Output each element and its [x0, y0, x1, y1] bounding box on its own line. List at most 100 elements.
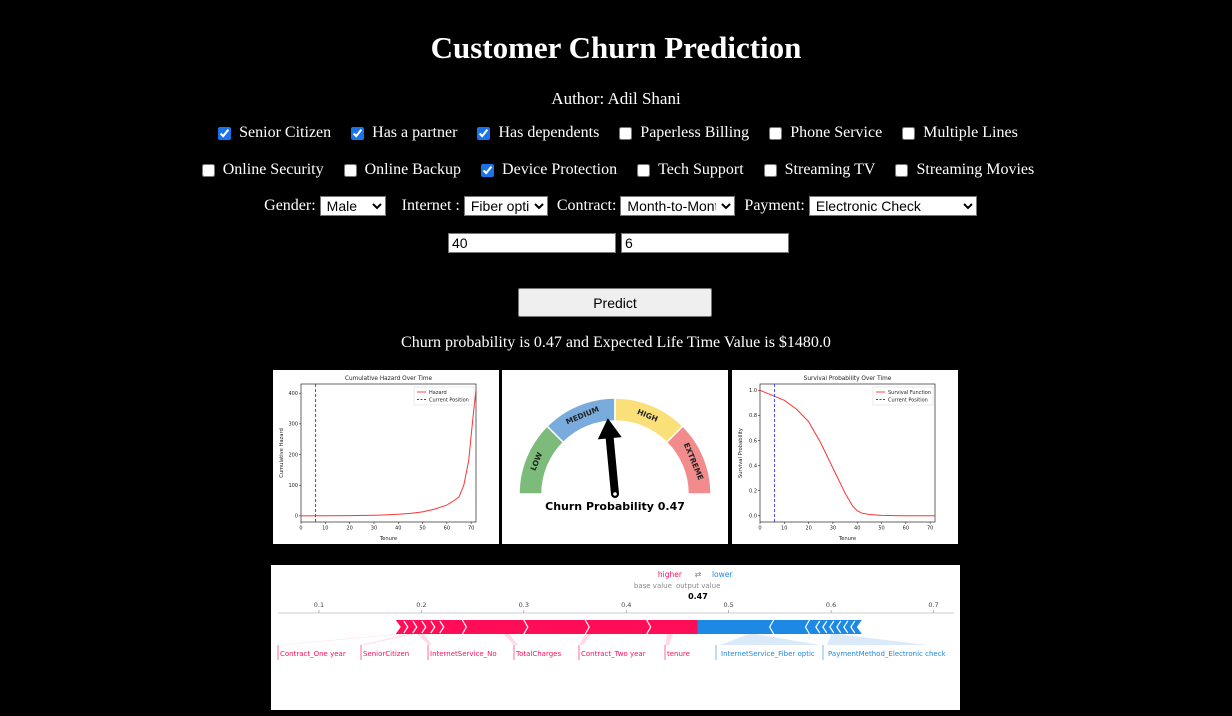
positive-feature-connector	[665, 634, 674, 645]
row2-checkbox-0[interactable]	[201, 163, 215, 177]
row1-option-1[interactable]: Has a partner	[347, 124, 457, 142]
legend-entry: Survival Function	[888, 390, 931, 396]
row1-checkbox-3[interactable]	[619, 126, 633, 140]
row1-checkbox-4[interactable]	[769, 126, 783, 140]
force-chevron	[430, 620, 436, 634]
row1-option-3[interactable]: Paperless Billing	[615, 124, 749, 142]
row2-checkbox-1[interactable]	[343, 163, 357, 177]
internet-select[interactable]: Fiber optic	[463, 196, 548, 216]
row1-option-2[interactable]: Has dependents	[473, 124, 599, 142]
row2-checkbox-label: Online Backup	[364, 161, 462, 178]
hazard-chart: Cumulative Hazard Over Time 0 10 20 30 40 50 60…	[279, 376, 477, 542]
series-line-survival-function	[759, 389, 935, 517]
row2-checkbox-label: Streaming Movies	[916, 161, 1035, 178]
chart-title: Cumulative Hazard Over Time	[345, 376, 433, 382]
row2-checkbox-label: Online Security	[222, 161, 324, 178]
gender-select[interactable]: Male	[319, 196, 386, 216]
gauge-needle-hub-dot	[613, 492, 617, 496]
negative-feature-label: PaymentMethod_Electronic check	[828, 650, 947, 658]
tenure-input[interactable]	[621, 233, 789, 253]
row2-option-5[interactable]: Streaming Movies	[891, 161, 1034, 179]
shap-force-plot: higher ⇄ lower base value output value 0.47 0.…	[277, 570, 954, 660]
page-title: Customer Churn Prediction	[430, 30, 802, 65]
x-tick-label: 0	[299, 526, 302, 532]
chart-title: Survival Probability Over Time	[804, 376, 892, 382]
contract-label: Contract:	[556, 197, 617, 214]
row2-checkbox-5[interactable]	[895, 163, 909, 177]
positive-feature-label: TotalCharges	[515, 650, 561, 658]
force-x-tick-label: 0.2	[416, 601, 426, 609]
row1-option-0[interactable]: Senior Citizen	[214, 124, 331, 142]
force-chevron	[850, 620, 856, 634]
lower-label: lower	[712, 570, 733, 579]
row1-checkbox-label: Has dependents	[498, 124, 600, 141]
negative-feature-connector	[827, 634, 927, 645]
row1-checkbox-label: Senior Citizen	[239, 124, 332, 141]
positive-feature-connector	[503, 634, 518, 645]
y-tick-label: 200	[288, 452, 298, 458]
y-tick-label: 1.0	[749, 388, 757, 394]
survival-chart: Survival Probability Over Time 0 10 20 30 40 5…	[738, 376, 936, 542]
row1-option-5[interactable]: Multiple Lines	[898, 124, 1018, 142]
row2-option-4[interactable]: Streaming TV	[760, 161, 876, 179]
y-tick-label: 0.2	[749, 488, 757, 494]
output-value: 0.47	[688, 592, 708, 601]
x-tick-label: 40	[854, 526, 860, 532]
positive-force-bar	[395, 620, 698, 634]
checkbox-row-1: Senior Citizen Has a partner Has dependent…	[0, 124, 1232, 142]
gauge-segment-extreme	[665, 425, 712, 495]
positive-feature-label: tenure	[667, 650, 690, 658]
positive-feature-label: Contract_One year	[280, 650, 346, 658]
force-chevron	[584, 619, 590, 635]
y-tick-label: 300	[288, 422, 298, 428]
payment-select[interactable]: Electronic Check	[808, 196, 977, 216]
row2-option-3[interactable]: Tech Support	[633, 161, 744, 179]
force-chevron	[836, 620, 842, 634]
force-x-tick-label: 0.4	[621, 601, 631, 609]
row1-checkbox-5[interactable]	[902, 126, 916, 140]
row2-option-2[interactable]: Device Protection	[477, 161, 617, 179]
negative-force-bar	[697, 620, 862, 634]
row2-checkbox-label: Tech Support	[658, 161, 744, 178]
row1-option-4[interactable]: Phone Service	[765, 124, 882, 142]
y-axis-label: Cumulative Hazard	[279, 428, 285, 478]
row1-checkbox-1[interactable]	[351, 126, 365, 140]
force-x-tick-label: 0.6	[826, 601, 836, 609]
gauge-needle	[597, 418, 622, 495]
gauge-title: Churn Probability 0.47	[545, 500, 685, 513]
predict-button[interactable]: Predict	[518, 288, 712, 317]
x-tick-label: 30	[830, 526, 836, 532]
x-tick-label: 70	[927, 526, 933, 532]
payment-label: Payment:	[744, 197, 805, 214]
row1-checkbox-0[interactable]	[218, 126, 232, 140]
force-chevron	[829, 620, 835, 634]
monthly-charges-input[interactable]	[448, 233, 616, 253]
force-chevron	[843, 620, 849, 634]
row2-checkbox-4[interactable]	[763, 163, 777, 177]
row2-checkbox-2[interactable]	[481, 163, 495, 177]
row2-option-0[interactable]: Online Security	[198, 161, 324, 179]
select-row: Gender: Male Internet : Fiber optic Cont…	[0, 196, 1232, 216]
x-tick-label: 20	[346, 526, 352, 532]
contract-select[interactable]: Month-to-Month	[620, 196, 736, 216]
x-tick-label: 30	[371, 526, 377, 532]
x-tick-label: 70	[468, 526, 474, 532]
higher-label: higher	[658, 570, 683, 579]
gender-label: Gender:	[264, 197, 316, 214]
y-axis-label: Survival Probability	[738, 428, 744, 478]
x-tick-label: 10	[322, 526, 328, 532]
positive-feature-connector	[579, 634, 592, 645]
force-chevron	[822, 620, 828, 634]
numeric-inputs	[448, 233, 789, 253]
row2-option-1[interactable]: Online Backup	[340, 161, 461, 179]
row2-checkbox-label: Streaming TV	[784, 161, 876, 178]
row1-checkbox-2[interactable]	[477, 126, 491, 140]
y-tick-label: 0.6	[749, 438, 757, 444]
x-tick-label: 50	[419, 526, 425, 532]
positive-feature-connector	[417, 634, 432, 645]
y-tick-label: 0.8	[749, 413, 757, 419]
row2-checkbox-3[interactable]	[637, 163, 651, 177]
force-chevron	[412, 620, 418, 634]
x-tick-label: 20	[805, 526, 811, 532]
row1-checkbox-label: Paperless Billing	[640, 124, 750, 141]
